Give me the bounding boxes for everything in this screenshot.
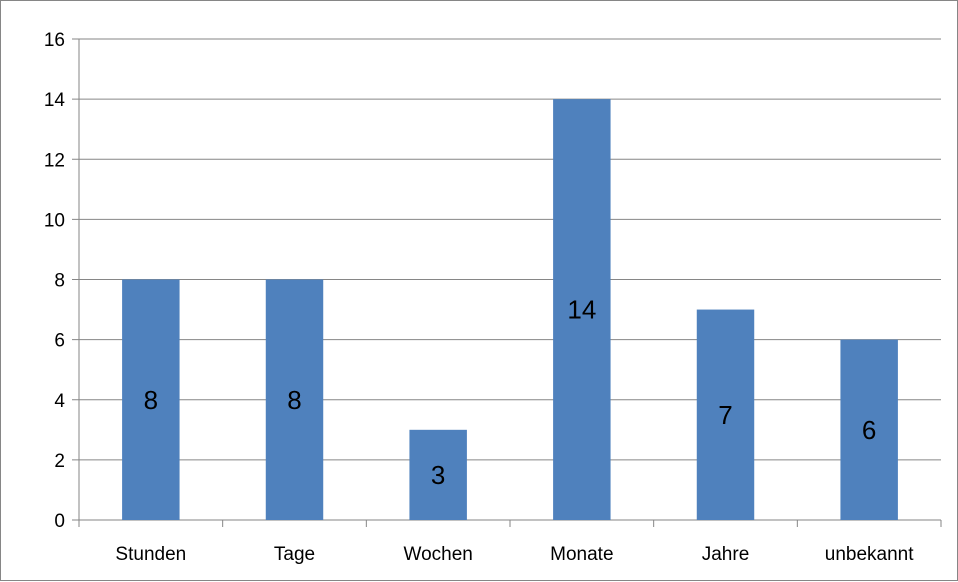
data-label: 7 (718, 400, 732, 430)
y-tick-label: 12 (44, 150, 65, 171)
x-axis-ticks: Stunden Tage Wochen Monate Jahre unbekannt (115, 544, 914, 565)
y-tick-label: 16 (44, 30, 65, 51)
y-tick-label: 6 (54, 331, 65, 352)
bars (122, 99, 898, 520)
data-label: 6 (862, 415, 876, 445)
bar-wochen (409, 429, 467, 520)
data-label: 8 (287, 385, 301, 415)
y-axis-ticks: 0 2 4 6 8 10 12 14 16 (44, 30, 66, 532)
y-tick-label: 8 (54, 271, 65, 292)
data-label: 14 (567, 295, 596, 325)
y-tick-label: 0 (54, 511, 65, 532)
x-tick-label: Tage (274, 544, 315, 565)
bar-jahre (696, 309, 755, 520)
bar-unbekannt (840, 339, 898, 520)
bar-stunden (122, 279, 180, 520)
gridlines (79, 38, 941, 461)
x-tick-label: Stunden (115, 544, 186, 565)
y-tick-label: 14 (44, 90, 66, 111)
bar-monate (553, 99, 611, 520)
y-tick-label: 10 (44, 210, 65, 231)
x-tick-label: Wochen (403, 544, 472, 565)
x-tick-label: Jahre (702, 544, 750, 565)
bar-tage (265, 279, 324, 520)
x-tick-label: Monate (550, 544, 613, 565)
x-tick-label: unbekannt (825, 544, 914, 565)
data-label: 8 (144, 385, 158, 415)
y-tick-label: 4 (54, 391, 65, 412)
data-labels: 8 8 3 14 7 6 (144, 295, 877, 490)
axes (72, 38, 942, 527)
data-label: 3 (431, 460, 445, 490)
y-tick-label: 2 (54, 451, 65, 472)
